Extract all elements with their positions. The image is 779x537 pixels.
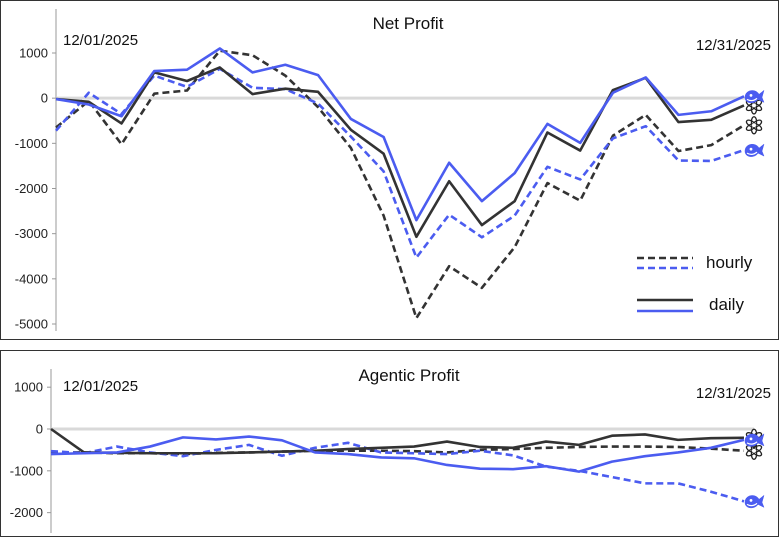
- series-line-dark-hourly: [55, 49, 745, 320]
- legend-label-daily: daily: [709, 295, 744, 314]
- y-tick-label: -2000: [10, 505, 43, 520]
- deepseek-whale-icon: [744, 433, 765, 447]
- agentic-profit-chart-panel: 1000 0 -1000 -2000 Agentic Profit 12/01/2025 1…: [0, 350, 779, 537]
- openai-logo-icon: [745, 96, 763, 115]
- y-tick-label: -2000: [15, 181, 48, 196]
- series-line-blue-hourly: [55, 67, 745, 259]
- deepseek-whale-icon: [744, 143, 765, 157]
- deepseek-whale-icon: [744, 494, 765, 509]
- start-date-label: 12/01/2025: [63, 32, 138, 49]
- y-tick-label: -4000: [15, 271, 48, 286]
- y-tick-label: 1000: [14, 380, 43, 395]
- series-line-blue-daily: [55, 47, 745, 222]
- series-line-blue-daily: [50, 435, 745, 473]
- openai-logo-icon: [745, 441, 763, 460]
- y-tick-label: -3000: [15, 226, 48, 241]
- y-tick-label: -1000: [10, 463, 43, 478]
- series-line-dark-daily: [50, 427, 745, 455]
- deepseek-whale-icon: [744, 89, 765, 104]
- legend-label-hourly: hourly: [706, 253, 753, 272]
- net-profit-chart: 1000 0 -1000 -2000 -3000 -4000 -5000 Net Profit…: [15, 9, 771, 332]
- start-date-label: 12/01/2025: [63, 378, 138, 395]
- openai-logo-icon: [745, 116, 763, 135]
- y-tick-label: 1000: [19, 46, 48, 61]
- series-line-blue-hourly: [50, 441, 745, 503]
- y-tick-label: -5000: [15, 317, 48, 332]
- net-profit-chart-panel: 1000 0 -1000 -2000 -3000 -4000 -5000 Net Profit…: [0, 0, 779, 340]
- end-date-label: 12/31/2025: [696, 37, 771, 54]
- y-tick-label: -1000: [15, 136, 48, 151]
- y-tick-label: 0: [41, 91, 48, 106]
- y-tick-label: 0: [36, 422, 43, 437]
- agentic-profit-chart: 1000 0 -1000 -2000 Agentic Profit 12/01/2025 1…: [10, 366, 771, 533]
- chart-title: Agentic Profit: [358, 366, 459, 385]
- end-date-label: 12/31/2025: [696, 385, 771, 402]
- legend: hourly daily: [637, 253, 753, 314]
- chart-title: Net Profit: [373, 14, 444, 33]
